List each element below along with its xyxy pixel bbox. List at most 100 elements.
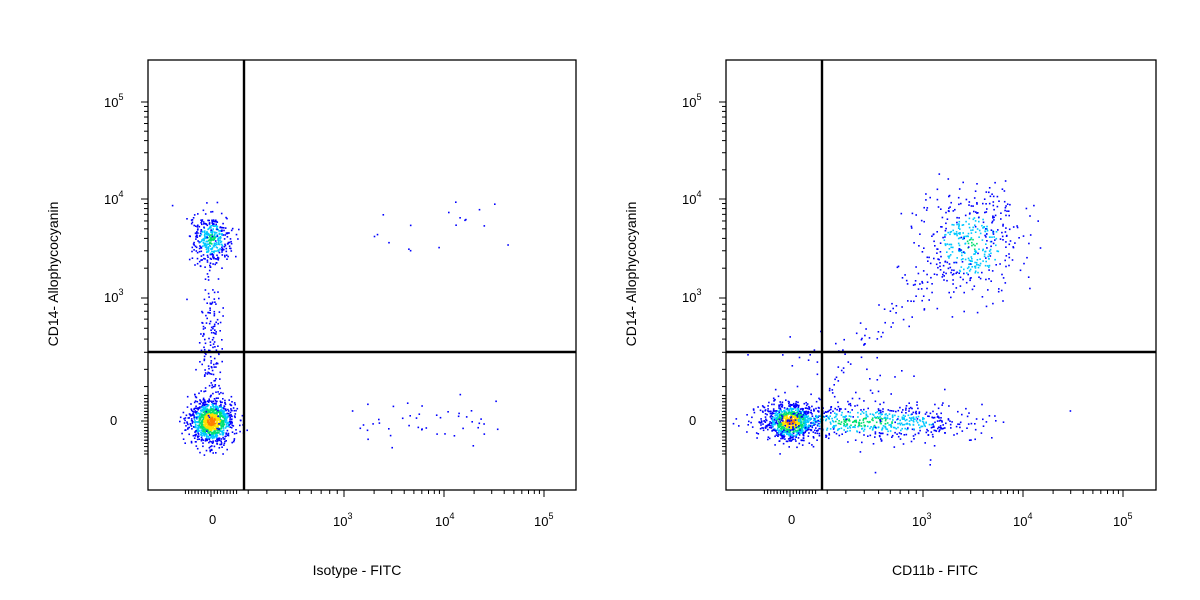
event-dot [219,239,221,242]
event-dot [171,204,174,207]
event-dot [1000,218,1002,220]
event-dot [860,425,863,427]
event-dot [815,414,817,417]
event-dot [212,414,215,416]
event-dot [936,198,939,201]
event-dot [785,411,787,413]
event-dot [226,217,228,220]
event-dot [199,232,202,235]
event-dot [913,438,915,440]
event-dot [465,416,468,418]
event-dot [985,191,988,193]
event-dot [837,428,839,431]
event-dot [790,427,792,429]
event-dot [802,418,805,421]
event-dot [800,422,802,425]
event-dot [890,410,893,412]
event-dot [241,414,244,417]
event-dot [224,254,226,257]
event-dot [813,408,815,411]
event-dot [803,402,806,405]
event-dot [793,421,795,424]
event-dot [201,220,203,222]
event-dot [214,419,216,422]
event-dot [942,427,945,430]
event-dot [234,403,236,406]
x-tick-label-1e3: 103 [333,511,352,529]
event-dot [806,420,809,422]
event-dot [208,219,210,222]
event-dot [780,413,783,415]
event-dot [211,449,213,451]
event-dot [944,243,947,245]
event-dot [765,419,768,422]
event-dot [991,221,993,224]
event-dot [775,422,778,424]
event-dot [182,411,185,414]
event-dot [939,262,941,264]
event-dot [212,325,215,328]
event-dot [921,280,923,283]
event-dot [213,406,215,408]
event-dot [968,412,970,414]
event-dot [836,429,839,432]
event-dot [808,425,811,428]
event-dot [208,296,210,298]
event-dot [210,326,213,329]
event-dot [786,407,789,410]
event-dot [994,214,997,217]
event-dot [190,222,193,225]
event-dot [223,438,225,440]
event-dot [777,435,779,437]
event-dot [932,436,934,438]
event-dot [182,438,185,440]
event-dot [210,382,213,384]
event-dot [837,422,840,425]
event-dot [204,426,207,428]
event-dot [209,320,212,323]
event-dot [889,409,891,412]
event-dot [212,419,215,422]
event-dot [211,426,213,428]
event-dot [201,245,204,247]
event-dot [197,435,199,437]
event-dot [914,283,916,286]
event-dot [206,243,209,245]
event-dot [891,422,893,424]
event-dot [941,216,944,219]
event-dot [970,439,972,441]
event-dot [206,428,209,431]
event-dot [372,423,374,425]
event-dot [999,263,1001,265]
event-dot [949,423,952,426]
event-dot [200,436,203,439]
event-dot [855,420,857,423]
event-dot [947,419,950,421]
event-dot [770,424,772,427]
event-dot [214,385,216,388]
event-dot [992,195,995,198]
event-dot [879,419,882,421]
event-dot [217,418,220,421]
event-dot [225,426,228,428]
event-dot [893,446,896,448]
event-dot [960,236,963,239]
event-dot [936,307,939,310]
event-dot [213,250,216,252]
event-dot [788,402,790,405]
event-dot [852,426,854,428]
event-dot [212,336,215,339]
event-dot [225,409,227,412]
event-dot [999,238,1002,240]
event-dot [208,413,211,415]
event-dot [956,234,958,237]
event-dot [231,401,233,403]
event-dot [852,416,854,418]
event-dot [378,422,381,424]
event-dot [843,338,845,341]
event-dot [1000,212,1002,214]
event-dot [837,405,840,408]
event-dot [818,422,820,425]
event-dot [969,263,972,265]
event-dot [185,414,188,417]
